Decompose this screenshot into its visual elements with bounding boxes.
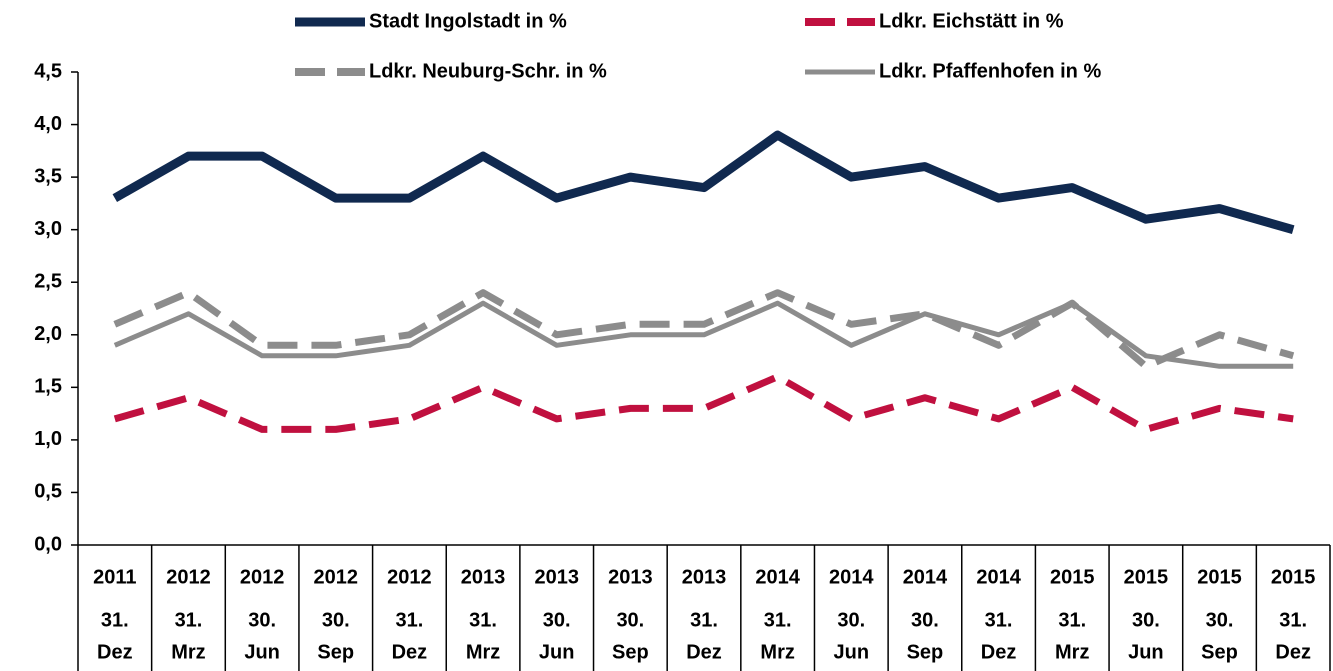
x-tick-year: 2015 (1124, 566, 1169, 588)
x-tick-month: Mrz (760, 641, 794, 663)
x-tick-day: 30. (837, 609, 865, 631)
x-tick-month: Jun (539, 641, 575, 663)
x-tick-year: 2014 (829, 566, 874, 588)
y-tick-label: 4,5 (34, 60, 62, 82)
x-tick-year: 2015 (1271, 566, 1316, 588)
y-tick-label: 2,5 (34, 271, 62, 293)
x-tick-year: 2014 (755, 566, 800, 588)
x-tick-year: 2012 (387, 566, 432, 588)
y-tick-label: 1,0 (34, 428, 62, 450)
x-tick-year: 2014 (976, 566, 1021, 588)
y-tick-label: 3,0 (34, 218, 62, 240)
x-tick-year: 2014 (903, 566, 948, 588)
x-tick-day: 30. (322, 609, 350, 631)
x-tick-year: 2012 (166, 566, 211, 588)
series-line (113, 289, 1295, 370)
series-line (113, 300, 1294, 369)
x-tick-day: 31. (396, 609, 424, 631)
x-tick-year: 2012 (314, 566, 359, 588)
x-tick-day: 31. (175, 609, 203, 631)
series-line (112, 130, 1295, 235)
x-tick-day: 30. (248, 609, 276, 631)
legend-label: Ldkr. Pfaffenhofen in % (879, 60, 1101, 82)
x-tick-year: 2015 (1197, 566, 1242, 588)
x-tick-day: 30. (1206, 609, 1234, 631)
x-tick-day: 30. (1132, 609, 1160, 631)
x-tick-month: Mrz (171, 641, 205, 663)
x-tick-year: 2011 (93, 566, 136, 588)
x-tick-year: 2013 (534, 566, 579, 588)
x-tick-year: 2012 (240, 566, 285, 588)
x-tick-month: Dez (981, 641, 1017, 663)
x-tick-day: 30. (543, 609, 571, 631)
x-tick-month: Jun (834, 641, 870, 663)
x-tick-month: Mrz (466, 641, 500, 663)
x-tick-day: 31. (1058, 609, 1086, 631)
y-tick-label: 2,0 (34, 323, 62, 345)
x-tick-month: Dez (686, 641, 722, 663)
x-tick-year: 2015 (1050, 566, 1095, 588)
x-tick-day: 31. (690, 609, 718, 631)
y-tick-label: 1,5 (34, 376, 62, 398)
legend-label: Ldkr. Eichstätt in % (879, 10, 1064, 32)
y-tick-label: 3,5 (34, 165, 62, 187)
x-tick-day: 31. (101, 609, 129, 631)
x-tick-year: 2013 (608, 566, 653, 588)
x-tick-month: Dez (1275, 641, 1311, 663)
x-tick-day: 30. (616, 609, 644, 631)
x-tick-month: Mrz (1055, 641, 1089, 663)
legend-label: Ldkr. Neuburg-Schr. in % (369, 60, 607, 82)
x-tick-month: Jun (1128, 641, 1164, 663)
x-tick-day: 31. (985, 609, 1013, 631)
y-tick-label: 0,0 (34, 533, 62, 555)
x-tick-day: 31. (764, 609, 792, 631)
x-tick-month: Dez (392, 641, 428, 663)
x-tick-year: 2013 (682, 566, 727, 588)
x-tick-day: 31. (1279, 609, 1307, 631)
y-tick-label: 0,5 (34, 481, 62, 503)
x-tick-day: 31. (469, 609, 497, 631)
x-tick-year: 2013 (461, 566, 506, 588)
legend-label: Stadt Ingolstadt in % (369, 10, 567, 32)
x-tick-month: Sep (907, 641, 944, 663)
x-tick-month: Sep (612, 641, 649, 663)
x-tick-month: Dez (97, 641, 133, 663)
x-tick-month: Sep (317, 641, 354, 663)
x-tick-day: 30. (911, 609, 939, 631)
series-line (113, 373, 1294, 433)
y-tick-label: 4,0 (34, 113, 62, 135)
x-tick-month: Jun (244, 641, 280, 663)
x-tick-month: Sep (1201, 641, 1238, 663)
